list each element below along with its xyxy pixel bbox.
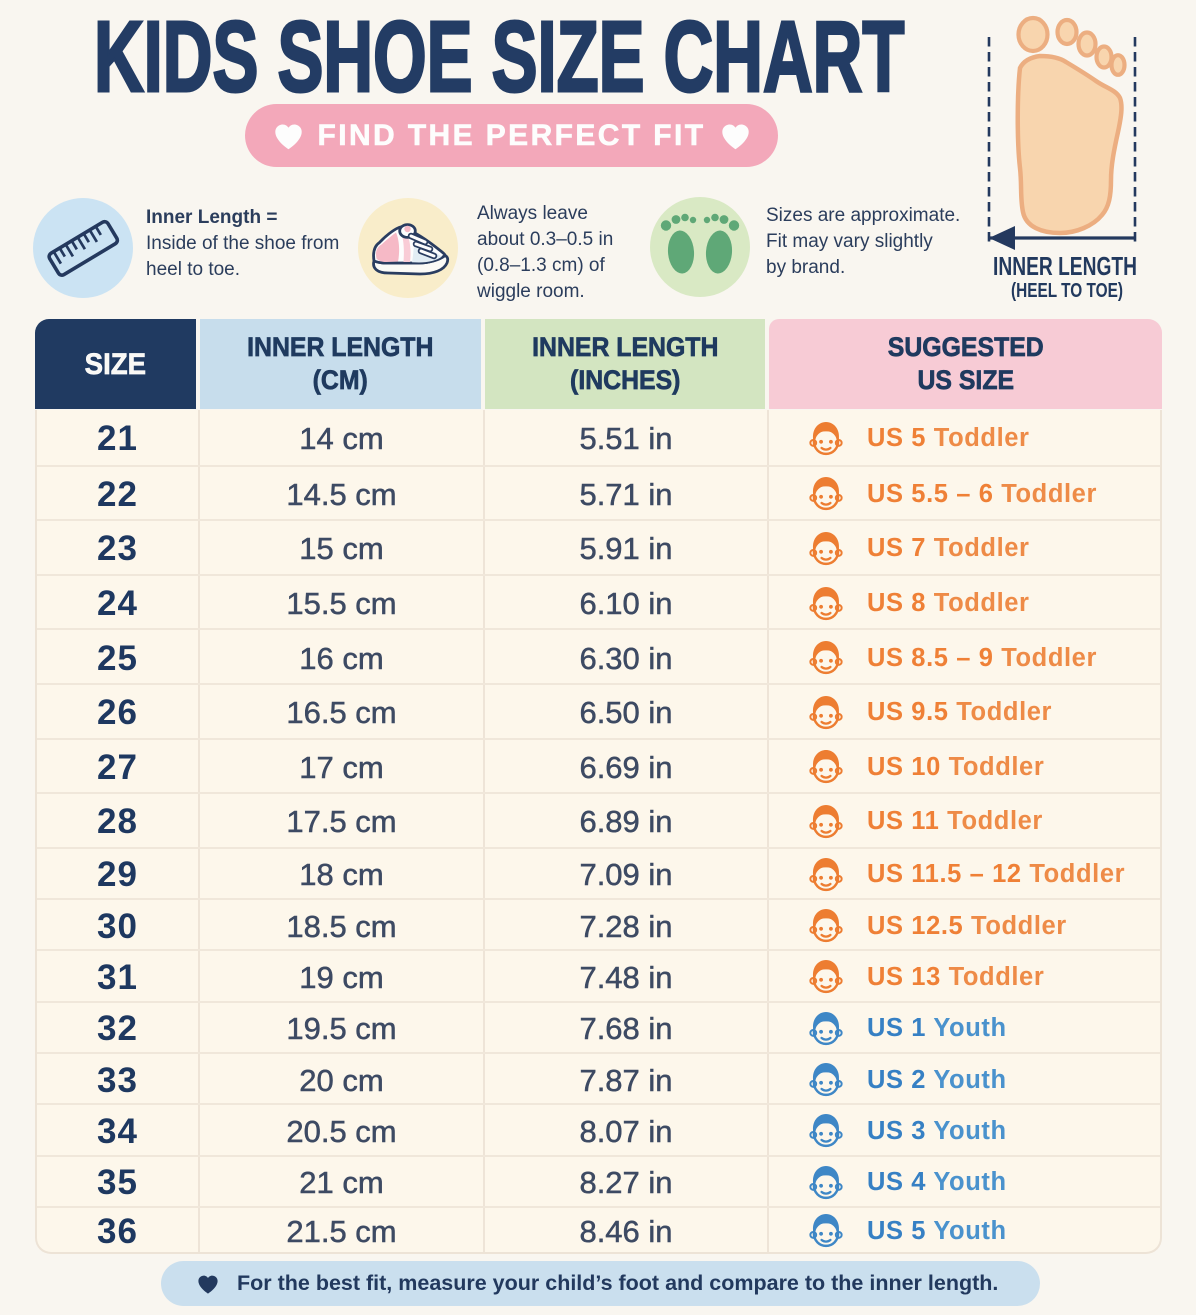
svg-text:INNER LENGTH: INNER LENGTH <box>993 251 1137 281</box>
svg-text:(HEEL TO TOE): (HEEL TO TOE) <box>1011 279 1123 302</box>
